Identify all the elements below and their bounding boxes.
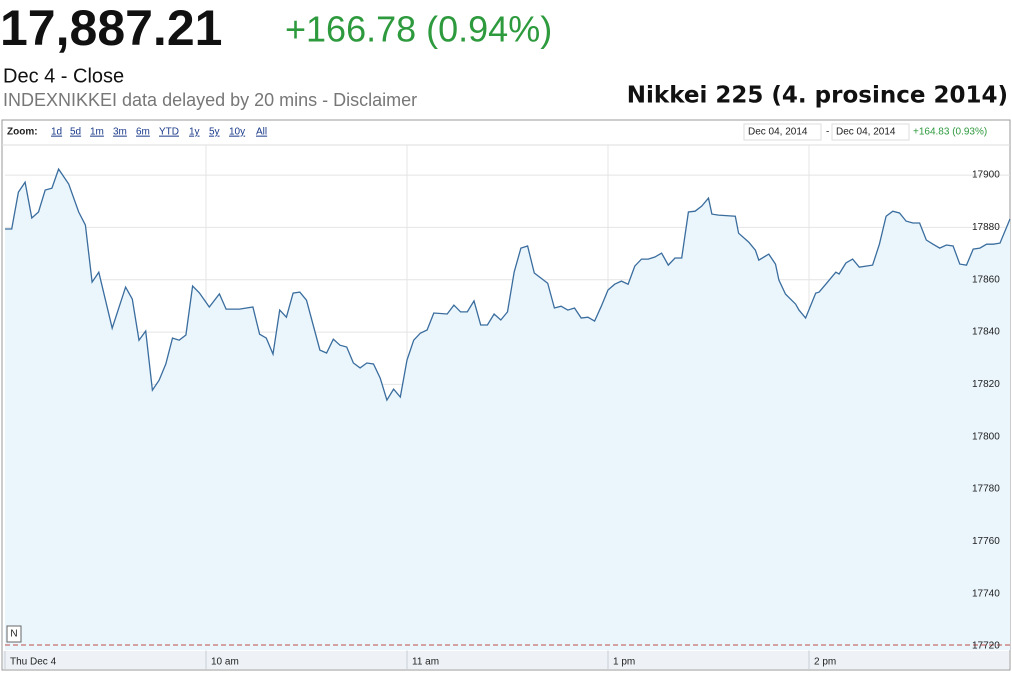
plot: Thu Dec 4 10 am 11 am 1 pm 2 pm 17720 17740 177…: [4, 145, 1011, 669]
zoom-option[interactable]: 3m: [113, 127, 127, 138]
delay-note: INDEXNIKKEI data delayed by 20 mins - Di…: [3, 90, 417, 110]
x-tick-label: Thu Dec 4: [10, 657, 57, 668]
price-change: +166.78 (0.94%): [285, 9, 552, 50]
range-change: +164.83 (0.93%): [913, 127, 987, 138]
x-axis-band: [3, 651, 1009, 669]
y-tick-label: 17880: [972, 222, 1000, 233]
y-tick-label: 17740: [972, 588, 1000, 599]
zoom-option[interactable]: 6m: [136, 127, 150, 138]
area: [5, 169, 1010, 650]
range-start[interactable]: Dec 04, 2014: [748, 127, 808, 138]
range-box: [743, 123, 822, 141]
zoom-option[interactable]: 5d: [70, 127, 81, 138]
x-tick-label: 11 am: [412, 657, 439, 668]
zoom-label: Zoom:: [7, 127, 38, 138]
y-tick-label: 17800: [972, 431, 1000, 442]
range-box: [831, 123, 910, 141]
range-separator: -: [826, 127, 829, 138]
y-tick-label: 17840: [972, 327, 1000, 338]
zoom-option[interactable]: 1d: [51, 127, 62, 138]
zoom-option[interactable]: All: [256, 127, 267, 138]
y-tick-label: 17860: [972, 274, 1000, 285]
y-tick-label: 17720: [972, 641, 1000, 652]
zoom-option[interactable]: 10y: [229, 127, 245, 138]
zoom-option[interactable]: 1y: [189, 127, 200, 138]
zoom-option[interactable]: 5y: [209, 127, 220, 138]
y-tick-label: 17780: [972, 484, 1000, 495]
price: 17,887.21: [0, 0, 222, 56]
range-end[interactable]: Dec 04, 2014: [836, 127, 896, 138]
news-flag[interactable]: N: [10, 629, 17, 640]
x-tick-label: 10 am: [211, 657, 239, 668]
news-flag-box: [6, 625, 22, 643]
zoom-options: 1d 5d 1m 3m 6m YTD 1y 5y 10y All: [51, 127, 267, 138]
chart-title: Nikkei 225 (4. prosince 2014): [627, 83, 1008, 109]
x-tick-label: 1 pm: [613, 657, 635, 668]
y-tick-label: 17900: [972, 170, 1000, 181]
close-date: Dec 4 - Close: [3, 65, 124, 87]
zoom-option[interactable]: YTD: [159, 127, 179, 138]
line: [5, 167, 1011, 402]
x-tick-label: 2 pm: [814, 657, 836, 668]
y-tick-label: 17820: [972, 379, 1000, 390]
y-tick-label: 17760: [972, 536, 1000, 547]
zoom-option[interactable]: 1m: [90, 127, 104, 138]
